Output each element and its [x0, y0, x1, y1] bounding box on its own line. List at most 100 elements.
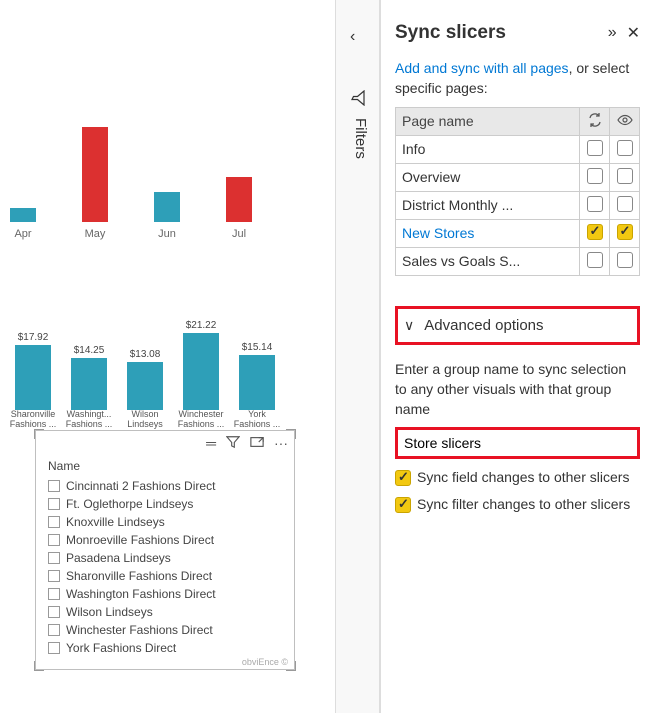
item-label: Pasadena Lindseys: [66, 551, 171, 565]
category-label: Winchester Fashions ...: [176, 410, 226, 430]
list-item[interactable]: York Fashions Direct: [48, 639, 282, 657]
visible-checkbox[interactable]: [610, 219, 640, 247]
table-row[interactable]: Overview: [396, 163, 640, 191]
checkbox-icon[interactable]: [48, 498, 60, 510]
list-item[interactable]: Ft. Oglethorpe Lindseys: [48, 495, 282, 513]
checkbox-icon[interactable]: [48, 534, 60, 546]
axis-label: May: [70, 228, 120, 240]
watermark: obviEnce ©: [242, 657, 288, 667]
resize-handle-bl[interactable]: [34, 661, 44, 671]
list-item[interactable]: Pasadena Lindseys: [48, 549, 282, 567]
intro-text: Add and sync with all pages, or select s…: [395, 58, 640, 99]
filter-icon: [350, 90, 366, 109]
checkbox-icon[interactable]: [48, 552, 60, 564]
filters-pane-collapsed[interactable]: ‹ Filters: [335, 0, 380, 713]
sync-checkbox[interactable]: [580, 247, 610, 275]
bar: [15, 345, 51, 410]
list-item[interactable]: Knoxville Lindseys: [48, 513, 282, 531]
bar: [154, 192, 180, 222]
checkbox-icon[interactable]: [48, 642, 60, 654]
item-label: Monroeville Fashions Direct: [66, 533, 214, 547]
col-page-name: Page name: [396, 107, 580, 135]
more-options-icon[interactable]: ···: [274, 435, 288, 452]
value-label: $14.25: [64, 345, 114, 356]
bar: [239, 355, 275, 410]
sync-filter-changes-option[interactable]: Sync filter changes to other slicers: [395, 496, 640, 513]
resize-handle-tl[interactable]: [34, 429, 44, 439]
filters-label: Filters: [352, 118, 369, 159]
chart-monthly: AprMayJunJul: [0, 110, 290, 240]
checkbox-icon[interactable]: [395, 497, 411, 513]
page-name-cell: Overview: [396, 163, 580, 191]
value-label: $21.22: [176, 320, 226, 331]
focus-mode-icon[interactable]: [250, 435, 264, 452]
slicer-list: Cincinnati 2 Fashions Direct Ft. Oglethor…: [36, 477, 294, 657]
table-row[interactable]: New Stores: [396, 219, 640, 247]
list-item[interactable]: Washington Fashions Direct: [48, 585, 282, 603]
option-label: Sync filter changes to other slicers: [417, 496, 630, 512]
visible-checkbox[interactable]: [610, 163, 640, 191]
filter-icon[interactable]: [226, 435, 240, 452]
expand-icon[interactable]: »: [608, 24, 617, 42]
sync-checkbox[interactable]: [580, 219, 610, 247]
visible-checkbox[interactable]: [610, 191, 640, 219]
category-label: Washingt... Fashions ...: [64, 410, 114, 430]
group-help-text: Enter a group name to sync selection to …: [395, 359, 640, 420]
sync-checkbox[interactable]: [580, 163, 610, 191]
table-row[interactable]: Info: [396, 135, 640, 163]
item-label: Ft. Oglethorpe Lindseys: [66, 497, 193, 511]
list-item[interactable]: Sharonville Fashions Direct: [48, 567, 282, 585]
highlight-box-advanced: ∨ Advanced options: [395, 306, 640, 345]
checkbox-icon[interactable]: [48, 516, 60, 528]
advanced-options-toggle[interactable]: ∨ Advanced options: [398, 309, 637, 342]
checkbox-icon[interactable]: [48, 480, 60, 492]
sync-slicers-panel: Sync slicers » ✕ Add and sync with all p…: [380, 0, 654, 713]
bar: [183, 333, 219, 410]
col-sync-icon: [580, 107, 610, 135]
slicer-visual[interactable]: ═ ··· Name Cincinnati 2 Fashions DirectF…: [35, 430, 295, 670]
checkbox-icon[interactable]: [48, 606, 60, 618]
category-label: Wilson Lindseys: [120, 410, 170, 430]
option-label: Sync field changes to other slicers: [417, 469, 629, 485]
value-label: $13.08: [120, 349, 170, 360]
checkbox-icon[interactable]: [48, 624, 60, 636]
list-item[interactable]: Cincinnati 2 Fashions Direct: [48, 477, 282, 495]
bar: [127, 362, 163, 410]
value-label: $15.14: [232, 342, 282, 353]
item-label: Washington Fashions Direct: [66, 587, 216, 601]
bar: [82, 127, 108, 222]
category-label: Sharonville Fashions ...: [8, 410, 58, 430]
value-label: $17.92: [8, 332, 58, 343]
item-label: Knoxville Lindseys: [66, 515, 165, 529]
table-row[interactable]: Sales vs Goals S...: [396, 247, 640, 275]
chevron-left-icon[interactable]: ‹: [350, 28, 355, 46]
bar: [10, 208, 36, 222]
slicer-menu-icon[interactable]: ═: [206, 435, 216, 452]
item-label: York Fashions Direct: [66, 641, 176, 655]
checkbox-icon[interactable]: [48, 588, 60, 600]
sync-field-changes-option[interactable]: Sync field changes to other slicers: [395, 469, 640, 486]
sync-checkbox[interactable]: [580, 135, 610, 163]
chevron-down-icon: ∨: [404, 317, 414, 334]
table-row[interactable]: District Monthly ...: [396, 191, 640, 219]
item-label: Wilson Lindseys: [66, 605, 153, 619]
list-item[interactable]: Monroeville Fashions Direct: [48, 531, 282, 549]
page-name-cell: Info: [396, 135, 580, 163]
list-item[interactable]: Wilson Lindseys: [48, 603, 282, 621]
visible-checkbox[interactable]: [610, 135, 640, 163]
checkbox-icon[interactable]: [395, 470, 411, 486]
page-name-cell: New Stores: [396, 219, 580, 247]
add-sync-all-link[interactable]: Add and sync with all pages: [395, 60, 569, 76]
advanced-options-label: Advanced options: [424, 317, 543, 334]
checkbox-icon[interactable]: [48, 570, 60, 582]
group-name-input[interactable]: [398, 430, 637, 456]
visible-checkbox[interactable]: [610, 247, 640, 275]
col-visible-icon: [610, 107, 640, 135]
sync-checkbox[interactable]: [580, 191, 610, 219]
bar: [226, 177, 252, 222]
report-canvas: AprMayJunJul $17.92 Sharonville Fashions …: [0, 0, 335, 713]
list-item[interactable]: Winchester Fashions Direct: [48, 621, 282, 639]
item-label: Cincinnati 2 Fashions Direct: [66, 479, 215, 493]
pages-table: Page name InfoOverviewDistrict Monthly .…: [395, 107, 640, 276]
close-icon[interactable]: ✕: [627, 23, 640, 43]
